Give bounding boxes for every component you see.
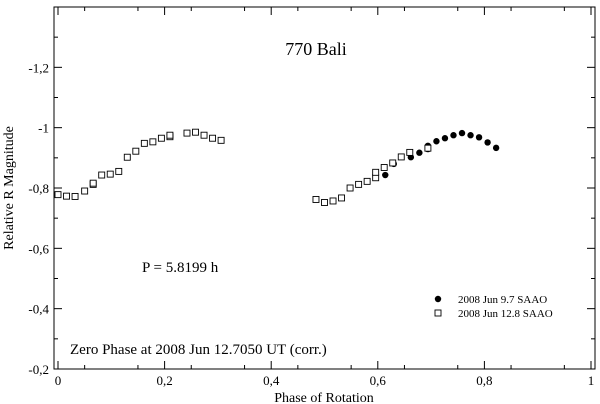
x-tick-label: 0 (55, 373, 62, 388)
data-point-open-square (389, 159, 397, 167)
y-tick-label: -1 (38, 121, 49, 136)
x-axis-ticks: 0 0,2 0,4 0,6 0,8 1 (55, 7, 595, 388)
data-point-open-square (98, 171, 106, 179)
data-point-filled-circle (492, 144, 500, 152)
data-point-filled-circle (484, 139, 491, 146)
x-tick-label: 0,6 (370, 373, 387, 388)
data-point-filled-circle (433, 138, 440, 145)
data-point-open-square (397, 153, 405, 161)
data-point-open-square (372, 168, 380, 176)
data-point-open-square (106, 170, 114, 178)
data-point-open-square (209, 134, 217, 142)
data-point-filled-circle (467, 132, 474, 139)
data-point-open-square (363, 177, 371, 185)
x-tick-label: 1 (588, 373, 595, 388)
data-point-open-square (312, 196, 320, 203)
data-point-filled-circle (441, 135, 449, 142)
legend-marker-open-square (434, 309, 442, 317)
y-axis-label: Relative R Magnitude (2, 126, 17, 250)
period-annotation: P = 5.8199 h (142, 260, 219, 276)
y-tick-label: -0,2 (28, 362, 49, 377)
data-point-open-square (338, 194, 346, 202)
data-point-open-square (406, 148, 414, 156)
data-point-open-square (149, 138, 157, 146)
y-tick-label: -0,6 (28, 241, 49, 256)
data-point-filled-circle (416, 149, 423, 156)
data-point-open-square (424, 144, 432, 152)
data-point-open-square (192, 128, 199, 136)
data-point-open-square (140, 139, 148, 147)
y-tick-label: -0,4 (28, 302, 49, 317)
data-point-open-square (63, 192, 70, 200)
x-tick-label: 0,8 (476, 373, 492, 388)
legend-label-series-1: 2008 Jun 9.7 SAAO (458, 294, 547, 306)
data-point-filled-circle (475, 134, 483, 141)
data-point-open-square (132, 147, 140, 155)
data-point-open-square (355, 180, 363, 188)
data-point-filled-circle (450, 132, 457, 139)
series-layer (54, 128, 500, 206)
data-point-open-square (115, 167, 123, 175)
zero-phase-annotation: Zero Phase at 2008 Jun 12.7050 UT (corr.… (70, 342, 327, 358)
y-tick-label: -1,2 (28, 60, 49, 75)
data-point-open-square (329, 197, 337, 205)
legend-label-series-2: 2008 Jun 12.8 SAAO (458, 308, 553, 320)
y-axis-ticks: -0,2 -0,4 -0,6 -0,8 -1 -1,2 (28, 36, 595, 377)
data-point-open-square (380, 164, 388, 171)
data-point-open-square (200, 131, 208, 139)
data-point-open-square (217, 136, 225, 144)
data-point-open-square (54, 191, 62, 199)
data-point-open-square (346, 184, 354, 192)
data-point-open-square (157, 134, 165, 142)
data-point-filled-circle (382, 171, 389, 179)
x-axis-label: Phase of Rotation (274, 391, 374, 404)
data-point-open-square (123, 153, 131, 161)
legend-marker-filled-circle (434, 295, 442, 303)
data-point-open-square (89, 179, 97, 187)
data-point-open-square (166, 131, 174, 139)
data-point-open-square (321, 199, 328, 206)
x-tick-label: 0,4 (263, 373, 280, 388)
data-point-filled-circle (458, 129, 466, 137)
data-point-open-square (183, 129, 191, 137)
chart-title: 770 Bali (285, 39, 347, 59)
legend: 2008 Jun 9.7 SAAO 2008 Jun 12.8 SAAO (434, 294, 553, 320)
y-tick-label: -0,8 (28, 181, 49, 196)
data-point-open-square (71, 192, 79, 200)
x-tick-label: 0,2 (156, 373, 172, 388)
data-point-open-square (81, 187, 89, 195)
